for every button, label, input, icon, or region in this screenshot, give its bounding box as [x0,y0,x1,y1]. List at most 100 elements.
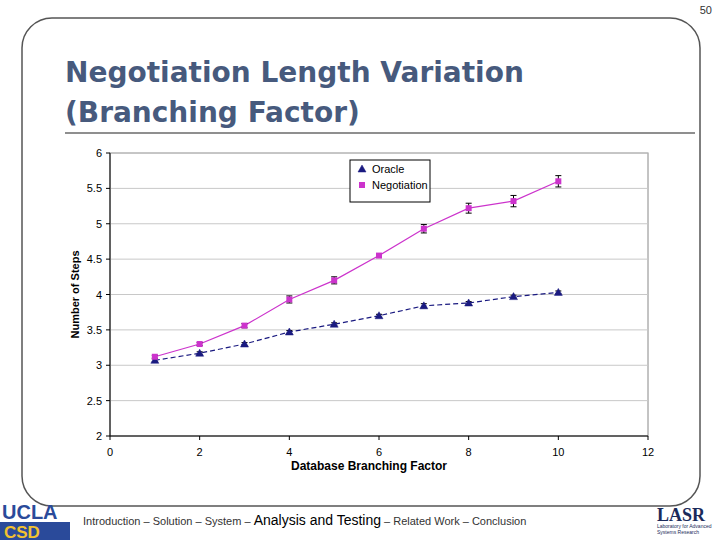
grid-line [110,259,648,260]
x-tick [199,436,200,440]
point [554,288,562,295]
y-tick-label: 5 [96,218,102,230]
breadcrumb-item: System [205,515,242,527]
point [375,312,383,319]
grid-line [110,329,648,330]
point [196,349,204,356]
point [511,198,517,204]
series-0 [151,288,563,363]
error-bar [331,277,337,284]
plot-area [110,153,648,436]
breadcrumb-item: Introduction [83,515,140,527]
legend-marker [359,182,365,188]
x-tick [289,436,290,440]
error-bar [555,176,561,187]
series-line [155,181,559,356]
y-tick [106,223,110,224]
x-tick [468,436,469,440]
x-tick-label: 6 [376,446,382,458]
y-tick [106,329,110,330]
x-axis-label: Database Branching Factor [291,459,447,473]
x-tick [558,436,559,440]
x-tick [648,436,649,440]
x-tick-label: 0 [107,446,113,458]
point [421,226,427,232]
y-tick [106,294,110,295]
series-1 [152,176,562,360]
x-tick [110,436,111,440]
slide: 50Negotiation Length Variation(Branching… [0,0,720,540]
point [420,302,428,309]
breadcrumb-current: Analysis and Testing [254,512,381,528]
title: Negotiation Length Variation [65,56,524,89]
marks [151,176,563,364]
breadcrumb-separator: – [241,515,253,527]
point [331,277,337,283]
logo-text: LASR [657,505,706,525]
point [152,354,158,360]
grid-line [110,400,648,401]
breadcrumb-item: Conclusion [472,515,526,527]
grid-line [110,294,648,295]
y-tick-label: 4.5 [87,253,102,265]
breadcrumb-separator: – [460,515,472,527]
point [555,178,561,184]
y-tick-label: 3.5 [87,324,102,336]
point [510,293,518,300]
lasr-logo: LASRLaboratory for AdvancedSystems Resea… [657,505,712,535]
series-line [155,292,559,360]
error-bar [286,296,292,303]
x-tick-label: 12 [642,446,654,458]
y-tick-label: 2.5 [87,395,102,407]
legend-box [350,160,430,202]
y-tick [106,365,110,366]
point [242,323,248,329]
y-axis [110,153,111,436]
point [376,253,382,259]
grid-line [110,223,648,224]
breadcrumb: Introduction – Solution – System – Analy… [83,512,526,528]
breadcrumb-item: Related Work [393,515,460,527]
y-tick [106,259,110,260]
grid-line [110,153,648,154]
background [0,0,720,540]
point [465,299,473,306]
logo-text: UCLA [2,501,58,523]
breadcrumb-separator: – [140,515,152,527]
logo-caption: Systems Research [657,529,699,535]
chart: 22.533.544.555.56024681012Database Branc… [69,147,654,473]
point [285,328,293,335]
y-axis-label: Number of Steps [69,250,81,338]
x-tick-label: 2 [197,446,203,458]
y-tick-label: 4 [96,289,102,301]
title-rule [65,132,695,134]
x-tick-label: 8 [466,446,472,458]
logo-text: CSD [4,523,40,540]
y-tick-label: 2 [96,430,102,442]
y-tick [106,436,110,437]
y-tick-label: 5.5 [87,182,102,194]
y-tick-label: 3 [96,359,102,371]
error-bar [511,195,517,206]
y-tick [106,188,110,189]
legend: OracleNegotiation [350,160,430,202]
point [241,340,249,347]
y-tick-label: 6 [96,147,102,159]
ucla-logo: UCLACSD [0,501,70,540]
legend-label: Negotiation [372,179,428,191]
grid-line [110,365,648,366]
error-bar [242,324,248,328]
legend-marker [358,165,366,172]
error-bar [466,203,472,213]
page-number: 50 [700,4,712,16]
title: (Branching Factor) [65,96,360,129]
point [466,205,472,211]
error-bar [421,224,427,232]
breadcrumb-separator: – [192,515,204,527]
x-tick [379,436,380,440]
y-tick [106,400,110,401]
breadcrumb-item: Solution [153,515,193,527]
point [197,341,203,347]
slide-frame [22,18,700,506]
y-tick [106,153,110,154]
